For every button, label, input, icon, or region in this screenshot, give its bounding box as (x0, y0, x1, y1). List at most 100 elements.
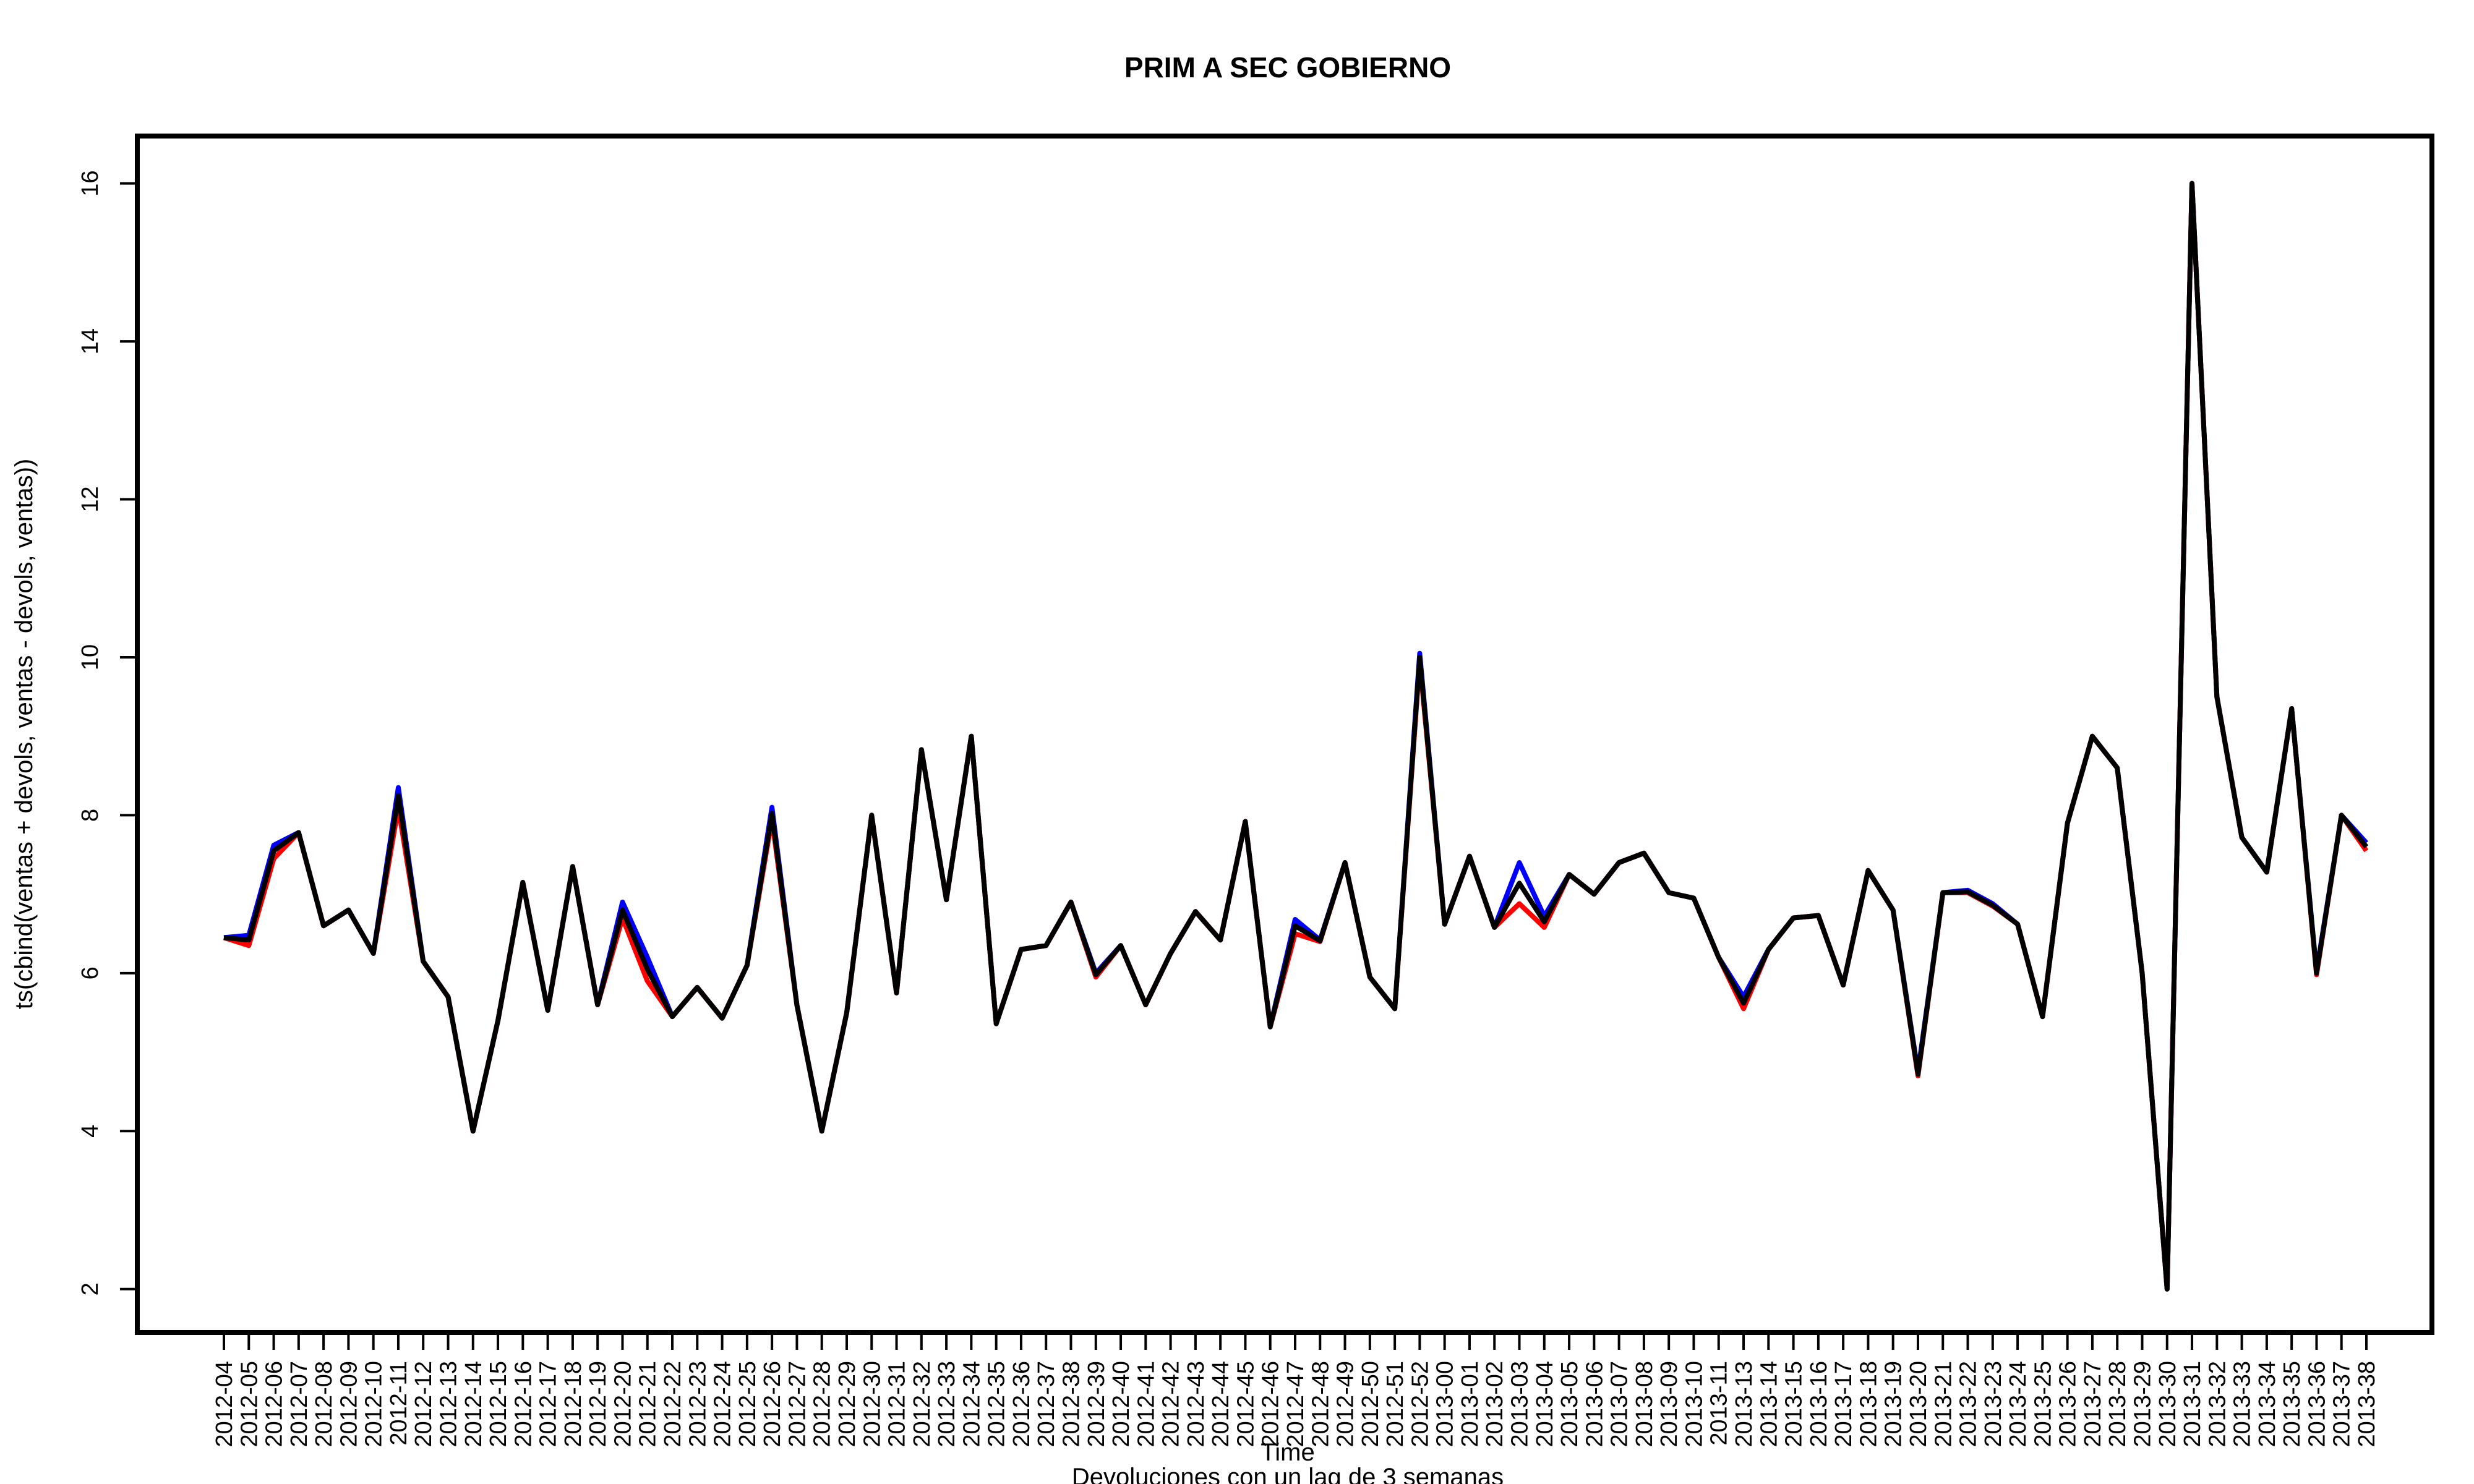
x-tick-label: 2012-36 (1009, 1361, 1035, 1447)
x-tick-label: 2012-46 (1258, 1361, 1284, 1447)
x-tick-label: 2012-51 (1382, 1361, 1408, 1447)
x-axis: 2012-042012-052012-062012-072012-082012-… (212, 1331, 2380, 1447)
x-tick-label: 2012-32 (909, 1361, 935, 1447)
chart-note: Devoluciones con un lag de 3 semanas (1072, 1464, 1504, 1484)
x-tick-label: 2012-26 (760, 1361, 785, 1447)
x-tick-label: 2013-08 (1632, 1361, 1658, 1447)
x-tick-label: 2013-20 (1906, 1361, 1932, 1447)
x-tick-label: 2012-12 (411, 1361, 437, 1447)
x-tick-label: 2013-36 (2304, 1361, 2330, 1447)
x-tick-label: 2012-09 (336, 1361, 362, 1447)
x-tick-label: 2012-18 (560, 1361, 586, 1447)
x-tick-label: 2012-07 (286, 1361, 312, 1447)
x-tick-label: 2012-39 (1084, 1361, 1110, 1447)
series-line-2 (223, 181, 2369, 1292)
x-tick-label: 2013-28 (2105, 1361, 2131, 1447)
x-tick-label: 2012-34 (959, 1361, 985, 1447)
x-tick-label: 2012-44 (1208, 1361, 1234, 1447)
x-tick-label: 2012-14 (461, 1361, 487, 1447)
x-tick-label: 2012-40 (1108, 1361, 1134, 1447)
x-tick-label: 2012-45 (1233, 1361, 1259, 1447)
x-tick-label: 2012-15 (486, 1361, 511, 1447)
x-tick-label: 2012-52 (1407, 1361, 1433, 1447)
x-tick-label: 2012-11 (386, 1361, 412, 1446)
plot-frame (135, 134, 2434, 1335)
x-tick-label: 2013-35 (2279, 1361, 2305, 1447)
x-tick-label: 2013-24 (2005, 1361, 2031, 1447)
x-tick-label: 2013-09 (1656, 1361, 1682, 1447)
x-tick-label: 2012-20 (610, 1361, 636, 1447)
x-tick-label: 2012-08 (311, 1361, 337, 1447)
x-tick-label: 2013-16 (1806, 1361, 1832, 1447)
x-tick-label: 2013-13 (1731, 1361, 1757, 1447)
x-tick-label: 2012-49 (1333, 1361, 1359, 1447)
x-tick-label: 2012-35 (984, 1361, 1010, 1447)
x-tick-label: 2012-50 (1358, 1361, 1384, 1447)
x-tick-label: 2013-27 (2080, 1361, 2106, 1447)
x-tick-label: 2012-24 (710, 1361, 736, 1447)
x-tick-label: 2013-04 (1532, 1361, 1558, 1447)
y-tick-label: 12 (77, 486, 103, 512)
x-tick-label: 2012-21 (635, 1361, 661, 1447)
x-tick-label: 2013-03 (1507, 1361, 1533, 1447)
x-tick-label: 2013-05 (1557, 1361, 1583, 1447)
x-tick-label: 2012-19 (585, 1361, 611, 1447)
x-tick-label: 2012-48 (1308, 1361, 1333, 1447)
x-tick-label: 2013-06 (1582, 1361, 1607, 1447)
x-tick-label: 2013-15 (1781, 1361, 1807, 1447)
y-tick-label: 2 (77, 1282, 103, 1295)
y-axis-label: ts(cbind(ventas + devols, ventas - devol… (11, 459, 38, 1009)
series-group (223, 181, 2369, 1292)
x-tick-label: 2012-23 (685, 1361, 711, 1447)
x-tick-label: 2012-04 (212, 1361, 238, 1447)
x-tick-label: 2013-17 (1831, 1361, 1857, 1447)
x-tick-label: 2013-38 (2354, 1361, 2380, 1447)
x-tick-label: 2012-38 (1058, 1361, 1084, 1447)
x-tick-label: 2013-34 (2254, 1361, 2280, 1447)
x-tick-label: 2012-33 (934, 1361, 960, 1447)
x-tick-label: 2013-10 (1681, 1361, 1707, 1447)
y-tick-label: 16 (77, 170, 103, 196)
x-tick-label: 2013-19 (1881, 1361, 1907, 1447)
series-line-0 (223, 181, 2368, 1292)
x-tick-label: 2013-11 (1706, 1361, 1732, 1446)
x-tick-label: 2012-29 (834, 1361, 860, 1447)
x-tick-label: 2012-31 (884, 1361, 910, 1447)
x-tick-label: 2013-02 (1482, 1361, 1508, 1447)
x-tick-label: 2013-26 (2055, 1361, 2081, 1447)
x-tick-label: 2012-28 (810, 1361, 836, 1447)
x-tick-label: 2013-14 (1756, 1361, 1782, 1447)
x-tick-label: 2012-17 (536, 1361, 562, 1447)
x-tick-label: 2013-23 (1980, 1361, 2006, 1447)
x-tick-label: 2013-07 (1607, 1361, 1633, 1447)
x-tick-label: 2012-43 (1183, 1361, 1209, 1447)
series-line-1 (223, 181, 2369, 1292)
x-tick-label: 2012-13 (436, 1361, 462, 1447)
chart-title: PRIM A SEC GOBIERNO (1124, 51, 1451, 83)
x-tick-label: 2012-10 (361, 1361, 387, 1447)
y-axis: 2 4 6 8 10 12 14 16 (77, 170, 139, 1295)
y-tick-label: 4 (77, 1125, 103, 1138)
x-tick-label: 2012-06 (262, 1361, 288, 1447)
x-tick-label: 2013-32 (2204, 1361, 2230, 1447)
y-tick-label: 14 (77, 328, 103, 354)
x-tick-label: 2012-22 (660, 1361, 686, 1447)
x-tick-label: 2013-01 (1457, 1361, 1483, 1447)
x-tick-label: 2013-29 (2129, 1361, 2155, 1447)
x-tick-label: 2012-16 (510, 1361, 536, 1447)
x-tick-label: 2013-37 (2329, 1361, 2355, 1447)
y-tick-label: 8 (77, 809, 103, 822)
x-tick-label: 2013-22 (1956, 1361, 1982, 1447)
x-tick-label: 2013-31 (2180, 1361, 2206, 1447)
x-tick-label: 2012-41 (1133, 1361, 1159, 1447)
y-tick-label: 6 (77, 966, 103, 979)
x-tick-label: 2013-21 (1930, 1361, 1956, 1447)
x-tick-label: 2012-05 (236, 1361, 262, 1447)
y-tick-label: 10 (77, 644, 103, 670)
x-tick-label: 2012-47 (1283, 1361, 1309, 1447)
x-tick-label: 2013-00 (1432, 1361, 1458, 1447)
x-tick-label: 2013-18 (1856, 1361, 1881, 1447)
x-tick-label: 2013-25 (2030, 1361, 2056, 1447)
x-tick-label: 2012-42 (1158, 1361, 1184, 1447)
x-tick-label: 2012-37 (1034, 1361, 1059, 1447)
